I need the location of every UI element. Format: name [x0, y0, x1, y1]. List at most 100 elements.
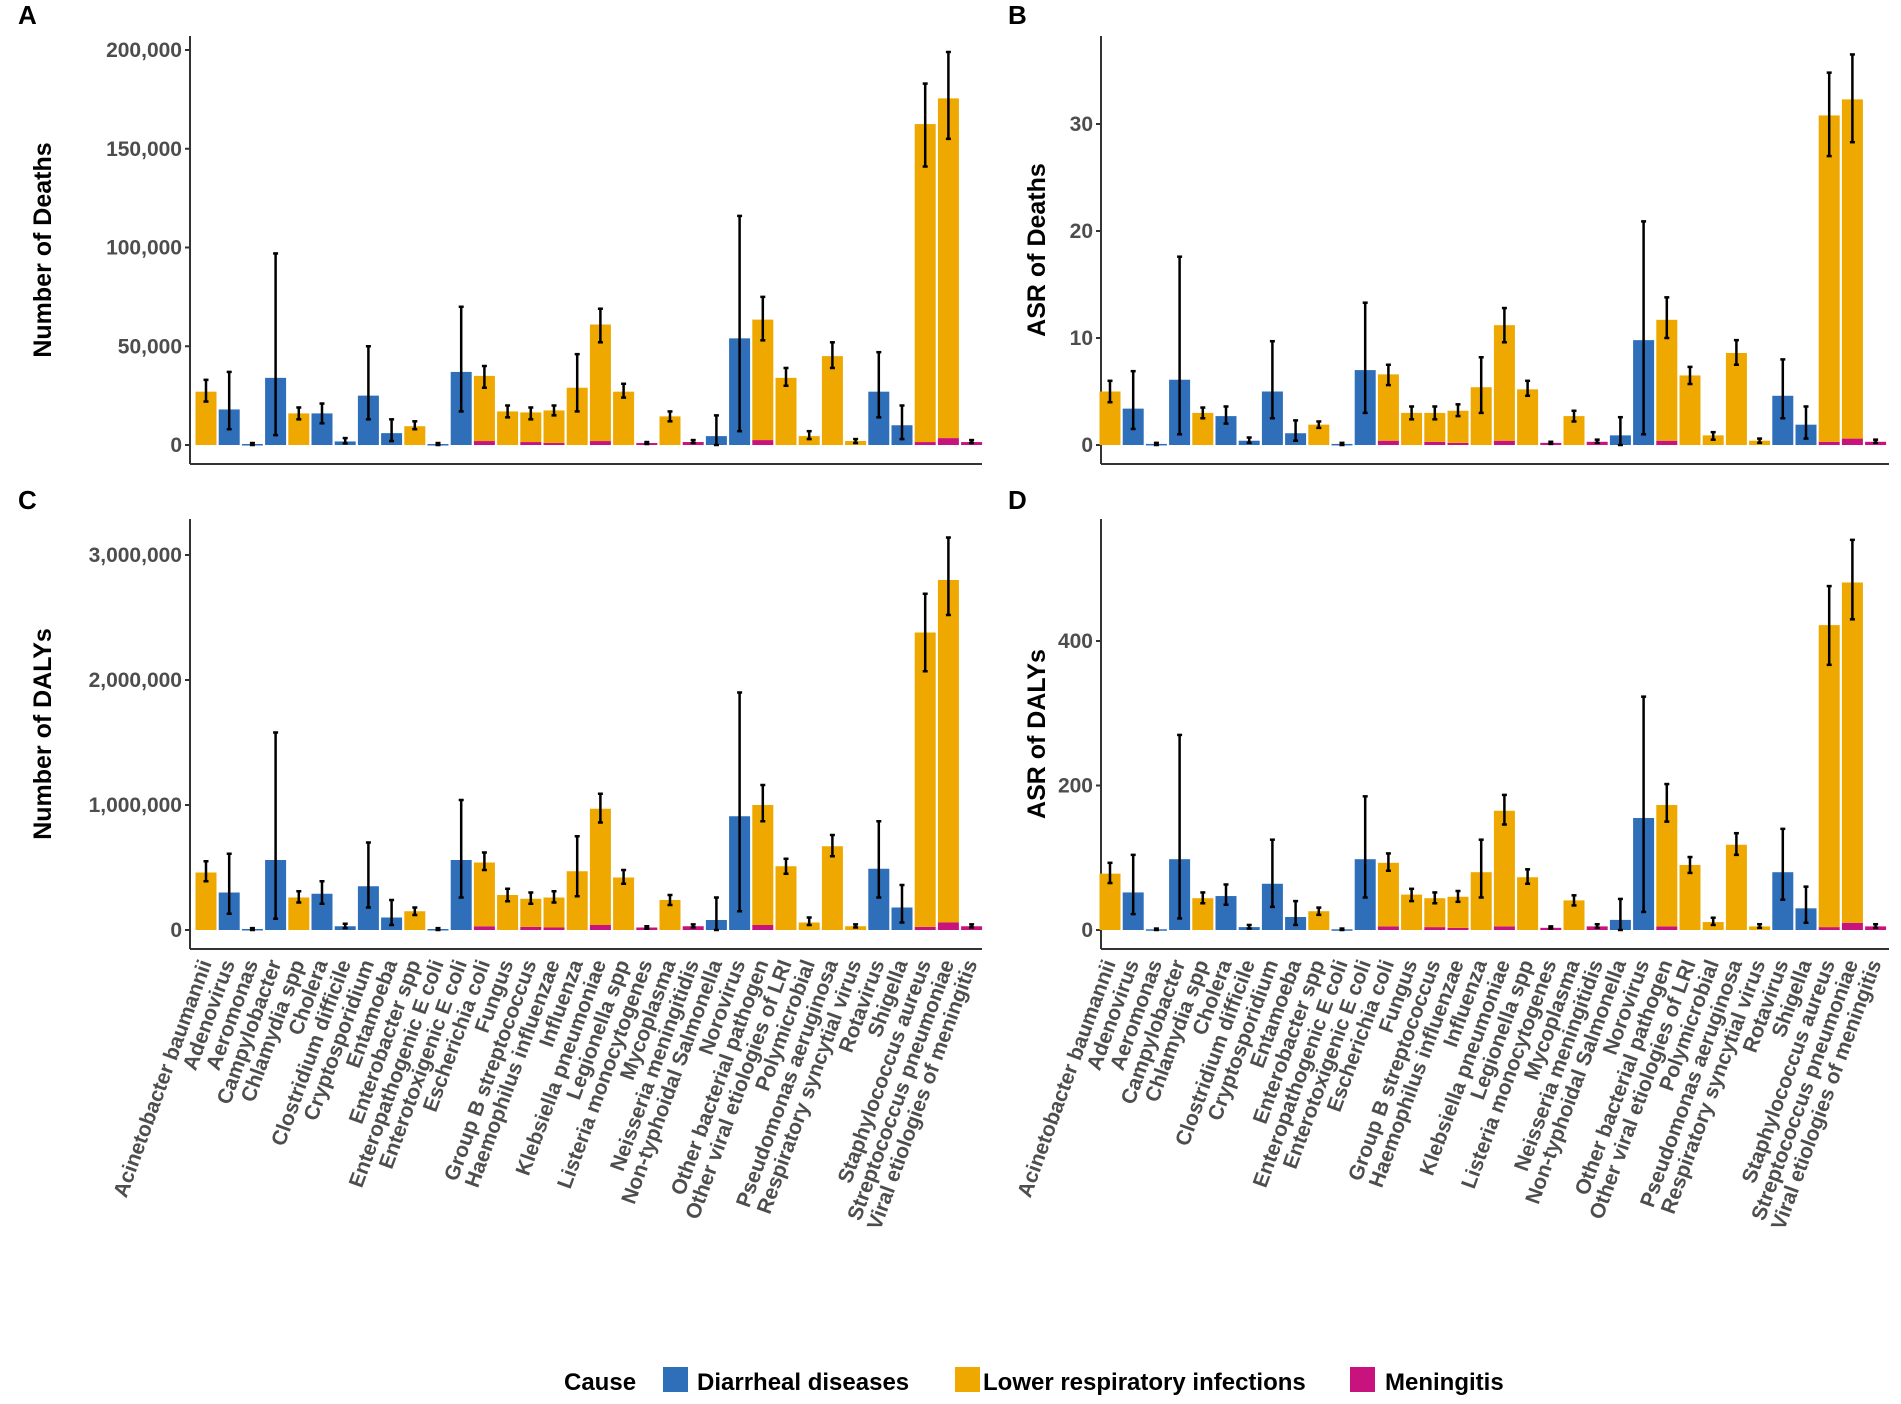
bar-diarrheal [1772, 395, 1794, 445]
bar-meningitis [937, 922, 959, 930]
panel-a: A Number of Deaths 0 50,000 100,000 150,000 20… [18, 0, 983, 465]
panel-label: C [18, 485, 37, 515]
y-tick-label: 0 [170, 919, 182, 942]
bar-lri [775, 866, 797, 930]
panel-d: D ASR of DALYs 0 200 400 Acinetobacter bauman… [1008, 485, 1889, 1233]
bar-meningitis [1818, 927, 1840, 930]
bar-lri [497, 895, 519, 930]
bar-lri [1424, 412, 1446, 442]
bar-meningitis [1493, 926, 1515, 930]
bar-lri [821, 846, 843, 930]
y-tick-label: 400 [1058, 630, 1093, 653]
y-axis-title: Number of DALYs [29, 628, 57, 840]
bar-lri [195, 872, 217, 930]
bar-meningitis [1656, 926, 1678, 930]
y-tick-label: 0 [1081, 434, 1093, 457]
panel-b: B ASR of Deaths 0 10 20 30 [1008, 0, 1889, 465]
bar-lri [1447, 410, 1469, 443]
bar-lri [821, 356, 843, 445]
bar-meningitis [543, 443, 565, 445]
bar-lri [1377, 374, 1399, 441]
y-tick-label: 200,000 [106, 39, 182, 62]
bar-meningitis [1656, 440, 1678, 445]
bar-lri [195, 391, 217, 445]
bar-meningitis [1841, 922, 1863, 930]
bar-lri [914, 124, 936, 443]
bar-lri [1401, 412, 1423, 445]
bar-meningitis [1447, 927, 1469, 930]
bar-meningitis [543, 927, 565, 930]
bar-lri [497, 411, 519, 445]
bar-lri [520, 412, 542, 443]
bar-lri [566, 387, 588, 445]
legend-label-meningitis: Meningitis [1385, 1369, 1504, 1396]
legend-label-diarrheal: Diarrheal diseases [697, 1369, 909, 1396]
bar-lri [752, 319, 774, 441]
y-axis-title: Number of Deaths [29, 142, 57, 357]
bar-meningitis [1447, 442, 1469, 445]
bar-lri [473, 375, 495, 442]
bar-meningitis [589, 925, 611, 930]
y-axis-title: ASR of DALYs [1023, 649, 1051, 819]
bar-meningitis [473, 926, 495, 930]
bar-lri [1841, 582, 1863, 923]
panel-label: B [1008, 0, 1027, 30]
legend-swatch-diarrheal [663, 1367, 688, 1392]
bar-lri [752, 805, 774, 925]
bar-meningitis [1424, 441, 1446, 445]
bar-meningitis [914, 442, 936, 445]
bar-diarrheal [1772, 872, 1794, 930]
bar-lri [1679, 864, 1701, 930]
bar-lri [1308, 424, 1330, 445]
legend-swatch-lri [955, 1367, 980, 1392]
bar-lri [1099, 391, 1121, 445]
bar-diarrheal [1215, 416, 1237, 445]
bar-lri [1517, 389, 1539, 445]
bar-meningitis [752, 925, 774, 930]
y-tick-label: 0 [170, 434, 182, 457]
bar-meningitis [1424, 927, 1446, 930]
bar-lri [798, 436, 820, 445]
legend: Cause Diarrheal diseases Lower respirato… [564, 1367, 1504, 1396]
bar-meningitis [752, 440, 774, 445]
bar-meningitis [520, 926, 542, 930]
legend-title: Cause [564, 1369, 636, 1396]
bar-lri [566, 871, 588, 930]
y-axis-title: ASR of Deaths [1023, 163, 1051, 337]
bar-lri [937, 580, 959, 923]
panel-label: D [1008, 485, 1027, 515]
bar-lri [543, 410, 565, 444]
bar-meningitis [937, 438, 959, 445]
bar-diarrheal [868, 868, 890, 930]
bar-lri [1401, 894, 1423, 930]
bar-lri [1656, 805, 1678, 927]
bar-lri [288, 897, 310, 930]
bar-lri [914, 632, 936, 927]
bar-diarrheal [311, 413, 333, 445]
bar-lri [1841, 99, 1863, 439]
bar-lri [1656, 319, 1678, 441]
y-tick-label: 10 [1070, 327, 1093, 350]
bar-lri [1192, 412, 1214, 445]
bar-lri [775, 377, 797, 445]
bar-lri [404, 911, 426, 930]
y-tick-label: 20 [1070, 220, 1093, 243]
bar-meningitis [914, 926, 936, 930]
bar-lri [1424, 898, 1446, 928]
bar-lri [1493, 325, 1515, 441]
bar-lri [1563, 900, 1585, 930]
panel-label: A [18, 0, 37, 30]
bar-meningitis [1377, 440, 1399, 445]
y-tick-label: 30 [1070, 113, 1093, 136]
y-tick-label: 200 [1058, 775, 1093, 798]
bar-lri [1447, 896, 1469, 928]
bar-lri [1377, 862, 1399, 927]
bar-lri [1517, 877, 1539, 930]
y-tick-label: 2,000,000 [89, 669, 182, 692]
bar-lri [1725, 352, 1747, 445]
bar-lri [659, 416, 681, 445]
bar-lri [937, 98, 959, 439]
bar-lri [288, 413, 310, 445]
bar-lri [1725, 844, 1747, 930]
